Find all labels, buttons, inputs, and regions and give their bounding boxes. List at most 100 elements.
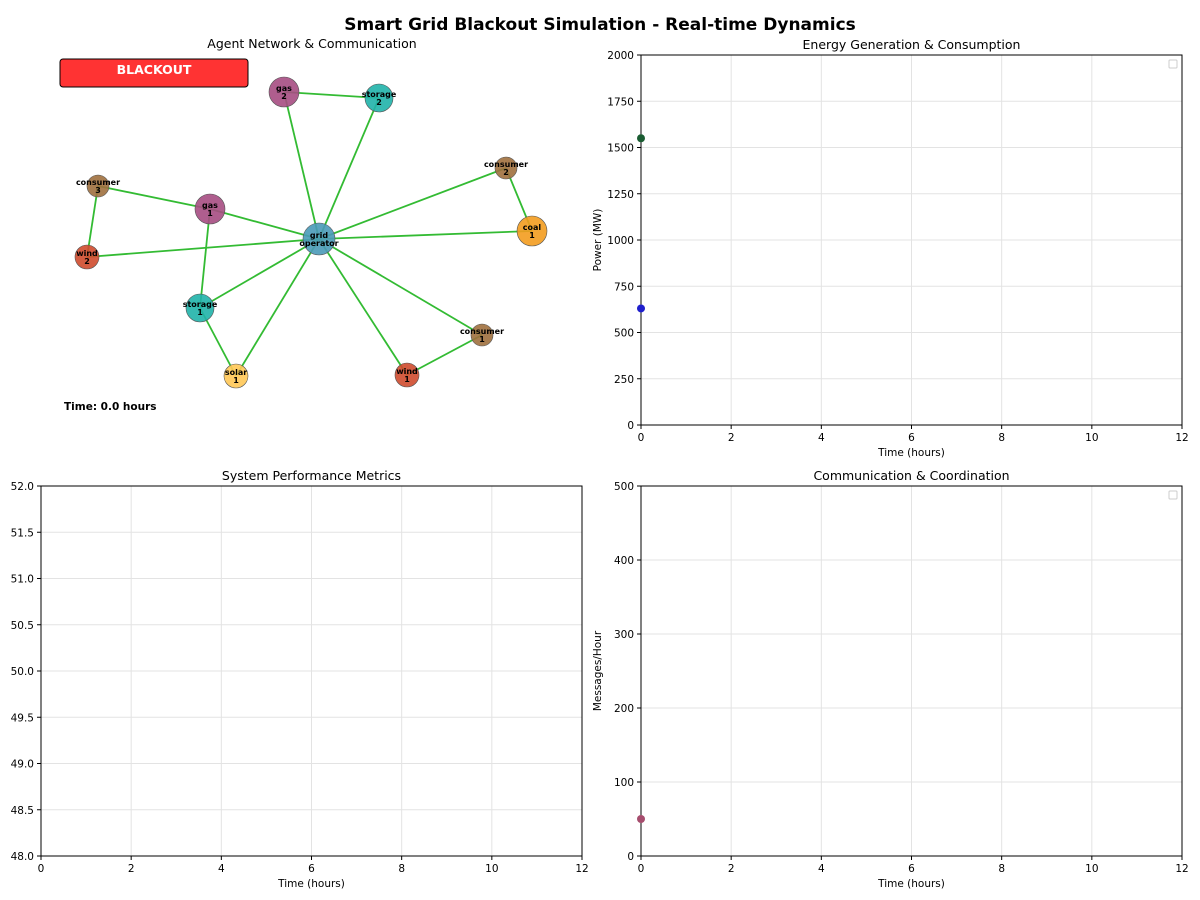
status-label: BLACKOUT <box>117 62 192 77</box>
network-edge <box>97 185 211 210</box>
y-tick-label: 200 <box>614 703 634 715</box>
network-edge <box>318 167 507 240</box>
x-tick-label: 2 <box>128 863 135 875</box>
legend-box <box>1168 490 1178 500</box>
y-tick-label: 48.5 <box>11 805 34 817</box>
y-tick-label: 48.0 <box>11 851 34 863</box>
network-edge <box>86 238 320 258</box>
x-tick-label: 8 <box>998 863 1005 875</box>
y-tick-label: 400 <box>614 555 634 567</box>
y-tick-label: 50.5 <box>11 620 34 632</box>
network-edge <box>406 334 483 376</box>
node-marker <box>364 83 394 113</box>
performance-chart: 0 2 4 6 8 10 12 48.0 48.5 49.0 49.5 50.0 50.5 51.0 51.… <box>11 468 589 890</box>
network-edge <box>283 91 380 99</box>
y-tick-label: 1250 <box>607 189 634 201</box>
network-edge <box>318 97 380 240</box>
node-label: gas <box>276 84 292 93</box>
y-tick-label: 50.0 <box>11 666 34 678</box>
x-tick-label: 12 <box>575 863 588 875</box>
node-label: coal <box>523 223 542 232</box>
network-title: Agent Network & Communication <box>207 36 416 51</box>
y-tick-label: 49.5 <box>11 712 34 724</box>
y-tick-label: 1500 <box>607 143 634 155</box>
node-label: consumer <box>460 327 504 336</box>
x-axis-label: Time (hours) <box>877 447 945 459</box>
y-tick-label: 500 <box>614 328 634 340</box>
y-axis-label: Power (MW) <box>592 209 604 272</box>
node-label: 2 <box>376 98 382 107</box>
node-marker <box>185 293 215 323</box>
node-label: 1 <box>233 376 239 385</box>
x-tick-label: 10 <box>485 863 498 875</box>
status-banner-background <box>59 58 249 88</box>
x-axis-label: Time (hours) <box>277 878 345 890</box>
y-tick-label: 2000 <box>607 50 634 62</box>
node-label: 2 <box>503 168 509 177</box>
node-marker <box>516 215 548 247</box>
node-marker <box>302 222 336 256</box>
chart-title: System Performance Metrics <box>222 468 401 483</box>
y-tick-label: 500 <box>614 481 634 493</box>
legend-box <box>1168 59 1178 69</box>
chart-title: Communication & Coordination <box>813 468 1009 483</box>
x-tick-label: 8 <box>998 432 1005 444</box>
time-readout: Time: 0.0 hours <box>64 401 157 413</box>
node-label: solar <box>225 368 247 377</box>
x-tick-label: 8 <box>398 863 405 875</box>
x-tick-label: 6 <box>908 863 915 875</box>
status-banner: BLACKOUT <box>59 58 249 88</box>
node-marker <box>223 363 249 389</box>
y-tick-label: 1750 <box>607 96 634 108</box>
y-tick-label: 52.0 <box>11 481 34 493</box>
network-edges <box>86 91 533 377</box>
x-tick-label: 2 <box>728 432 735 444</box>
x-tick-label: 10 <box>1085 863 1098 875</box>
y-tick-label: 250 <box>614 374 634 386</box>
node-label: 1 <box>479 335 485 344</box>
node-marker <box>194 193 226 225</box>
y-tick-label: 0 <box>627 420 634 432</box>
node-label: grid <box>310 231 328 240</box>
node-label: 1 <box>404 375 410 384</box>
node-label: 1 <box>197 308 203 317</box>
node-marker <box>494 156 518 180</box>
y-tick-label: 100 <box>614 777 634 789</box>
communication-chart: 0 2 4 6 8 10 12 0 100 200 300 400 500 Communication &… <box>592 468 1189 890</box>
y-tick-label: 49.0 <box>11 759 34 771</box>
node-label: gas <box>202 201 218 210</box>
network-edge <box>209 208 320 240</box>
y-axis-label: Messages/Hour <box>592 630 604 711</box>
node-label: wind <box>76 249 98 258</box>
y-tick-label: 0 <box>627 851 634 863</box>
node-marker <box>394 362 420 388</box>
network-edge <box>318 238 408 376</box>
x-axis-label: Time (hours) <box>877 878 945 890</box>
network-edge <box>199 238 320 309</box>
energy-chart: 0 2 4 6 8 10 12 0 250 500 750 1000 1250 1500 1750 2000 E… <box>592 37 1189 459</box>
y-tick-label: 300 <box>614 629 634 641</box>
y-tick-label: 1000 <box>607 235 634 247</box>
node-label: wind <box>396 367 418 376</box>
node-label: consumer <box>76 178 120 187</box>
node-label: 2 <box>84 257 90 266</box>
y-tick-label: 750 <box>614 281 634 293</box>
x-tick-label: 0 <box>38 863 45 875</box>
x-tick-label: 10 <box>1085 432 1098 444</box>
node-label: 1 <box>529 231 535 240</box>
node-marker <box>86 174 110 198</box>
y-tick-label: 51.5 <box>11 527 34 539</box>
data-point <box>637 815 645 823</box>
x-tick-label: 6 <box>908 432 915 444</box>
